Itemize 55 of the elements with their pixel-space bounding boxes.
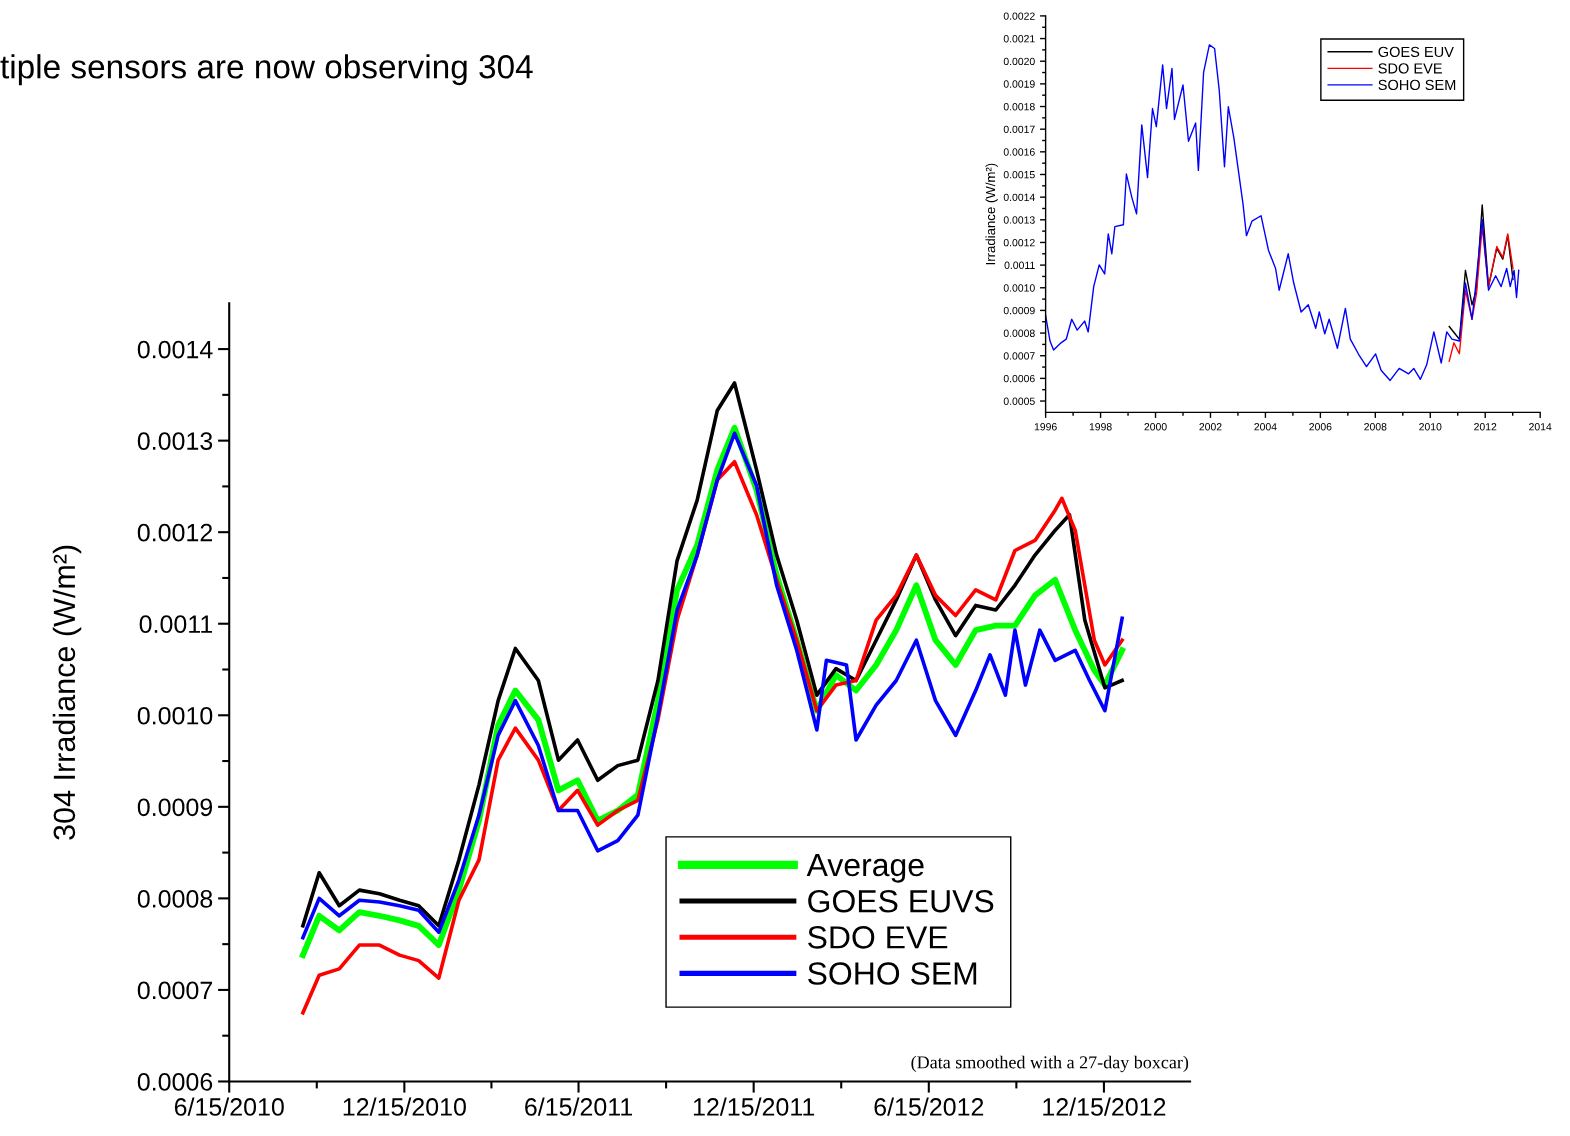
- y-tick-label: 0.0017: [1003, 125, 1035, 134]
- x-tick-label: 12/15/2011: [693, 1097, 815, 1116]
- x-tick-label: 2014: [1529, 423, 1552, 431]
- legend-label: GOES EUVS: [808, 889, 994, 913]
- line-series: [1045, 44, 1520, 382]
- y-tick-label: 0.0012: [1003, 238, 1035, 247]
- y-tick-label: 0.0009: [1003, 306, 1035, 315]
- y-tick-label: 0.0015: [1003, 170, 1035, 179]
- x-tick-label: 2002: [1199, 423, 1222, 431]
- x-tick-label: 2012: [1474, 423, 1497, 431]
- y-tick-label: 0.0006: [137, 1073, 213, 1091]
- x-tick-label: 2000: [1144, 423, 1167, 431]
- legend-label: SOHO SEM: [808, 962, 977, 985]
- x-tick-label: 2008: [1364, 423, 1387, 431]
- y-tick-label: 0.0011: [1004, 261, 1035, 269]
- y-tick-label: 0.0007: [1003, 352, 1035, 360]
- y-tick-label: 0.0005: [1003, 397, 1035, 405]
- x-tick-label: 6/15/2012: [874, 1097, 984, 1116]
- y-tick-label: 0.0010: [1003, 284, 1035, 292]
- y-tick-label: 0.0007: [137, 981, 212, 1000]
- y-tick-label: 0.0008: [137, 889, 213, 908]
- x-tick-label: 2006: [1309, 423, 1332, 431]
- x-tick-label: 12/15/2012: [1043, 1097, 1166, 1116]
- legend-label: GOES EUV: [1378, 46, 1454, 58]
- y-tick-label: 0.0010: [137, 706, 213, 725]
- y-tick-label: 0.0022: [1003, 12, 1035, 20]
- y-tick-label: 0.0016: [1003, 148, 1035, 156]
- x-tick-label: 1998: [1089, 423, 1112, 431]
- x-tick-label: 6/15/2011: [525, 1097, 632, 1116]
- legend-label: Average: [806, 854, 924, 883]
- y-tick-label: 0.0018: [1003, 103, 1035, 111]
- y-tick-label: 0.0011: [139, 615, 213, 634]
- x-tick-label: 2010: [1419, 423, 1442, 431]
- y-tick-label: 0.0013: [137, 432, 213, 450]
- y-axis-title: 304 Irradiance (W/m²): [52, 545, 82, 840]
- y-tick-label: 0.0019: [1003, 80, 1035, 88]
- y-tick-label: 0.0014: [137, 340, 213, 359]
- x-tick-label: 12/15/2010: [343, 1097, 466, 1116]
- y-axis-title: Irradiance (W/m²): [985, 163, 998, 265]
- y-tick-label: 0.0009: [137, 798, 213, 817]
- x-tick-label: 1996: [1034, 423, 1057, 431]
- annotation: (Data smoothed with a 27-day boxcar): [911, 1055, 1189, 1073]
- y-tick-label: 0.0020: [1003, 57, 1035, 66]
- y-tick-label: 0.0014: [1003, 193, 1035, 202]
- legend-label: SOHO SEM: [1378, 79, 1456, 91]
- y-tick-label: 0.0008: [1003, 329, 1035, 337]
- legend-label: SDO EVE: [1378, 63, 1442, 74]
- y-tick-label: 0.0013: [1003, 216, 1035, 224]
- x-tick-label: 2004: [1254, 423, 1277, 431]
- legend-label: SDO EVE: [808, 926, 948, 949]
- y-tick-label: 0.0006: [1003, 374, 1035, 383]
- y-tick-label: 0.0012: [137, 523, 212, 542]
- x-tick-label: 6/15/2010: [174, 1097, 284, 1116]
- y-tick-label: 0.0021: [1003, 35, 1035, 43]
- chart-title: tiple sensors are now observing 304: [0, 54, 533, 86]
